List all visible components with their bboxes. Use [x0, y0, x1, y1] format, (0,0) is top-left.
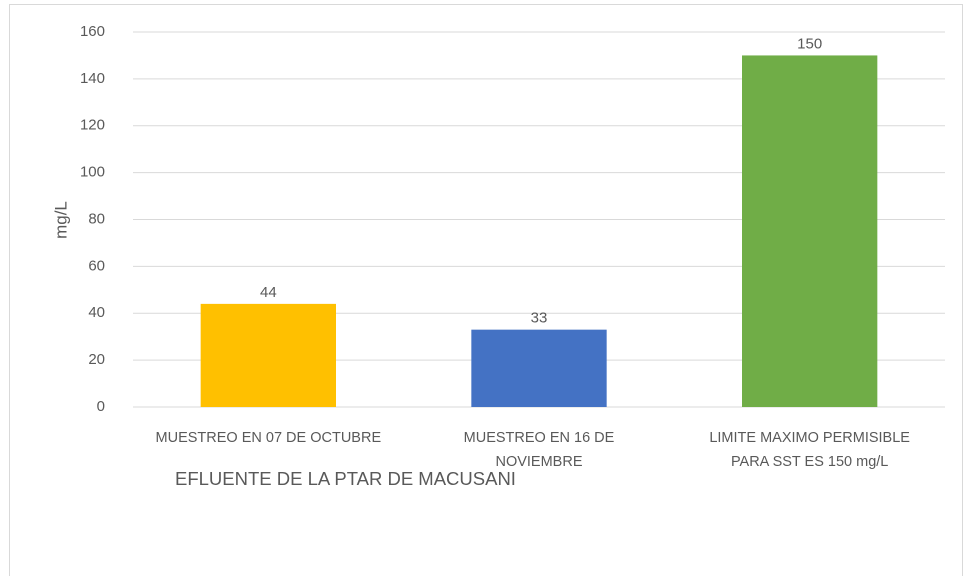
- y-tick-label: 100: [80, 164, 105, 181]
- data-label: 150: [797, 35, 822, 52]
- data-label: 44: [260, 284, 277, 301]
- bar: [471, 329, 607, 407]
- y-tick-label: 160: [80, 23, 105, 40]
- x-tick-label: MUESTREO EN 07 DE OCTUBRE: [155, 430, 382, 446]
- x-tick-label: MUESTREO EN 16 DE NOVIEMBRE: [463, 430, 615, 470]
- chart-title: EFLUENTE DE LA PTAR DE MACUSANI: [175, 468, 516, 489]
- x-tick-label: LIMITE MAXIMO PERMISIBLE PARA SST ES 150…: [709, 430, 910, 470]
- y-tick-label: 20: [88, 351, 105, 368]
- bar: [742, 55, 878, 407]
- y-tick-label: 120: [80, 117, 105, 134]
- y-tick-label: 140: [80, 70, 105, 87]
- y-tick-label: 40: [88, 304, 105, 321]
- bar: [200, 303, 336, 407]
- y-tick-label: 80: [88, 210, 105, 227]
- y-tick-label: 60: [88, 257, 105, 274]
- y-tick-label: 0: [97, 398, 105, 415]
- data-label: 33: [531, 310, 548, 327]
- y-axis-label: mg/L: [51, 201, 70, 239]
